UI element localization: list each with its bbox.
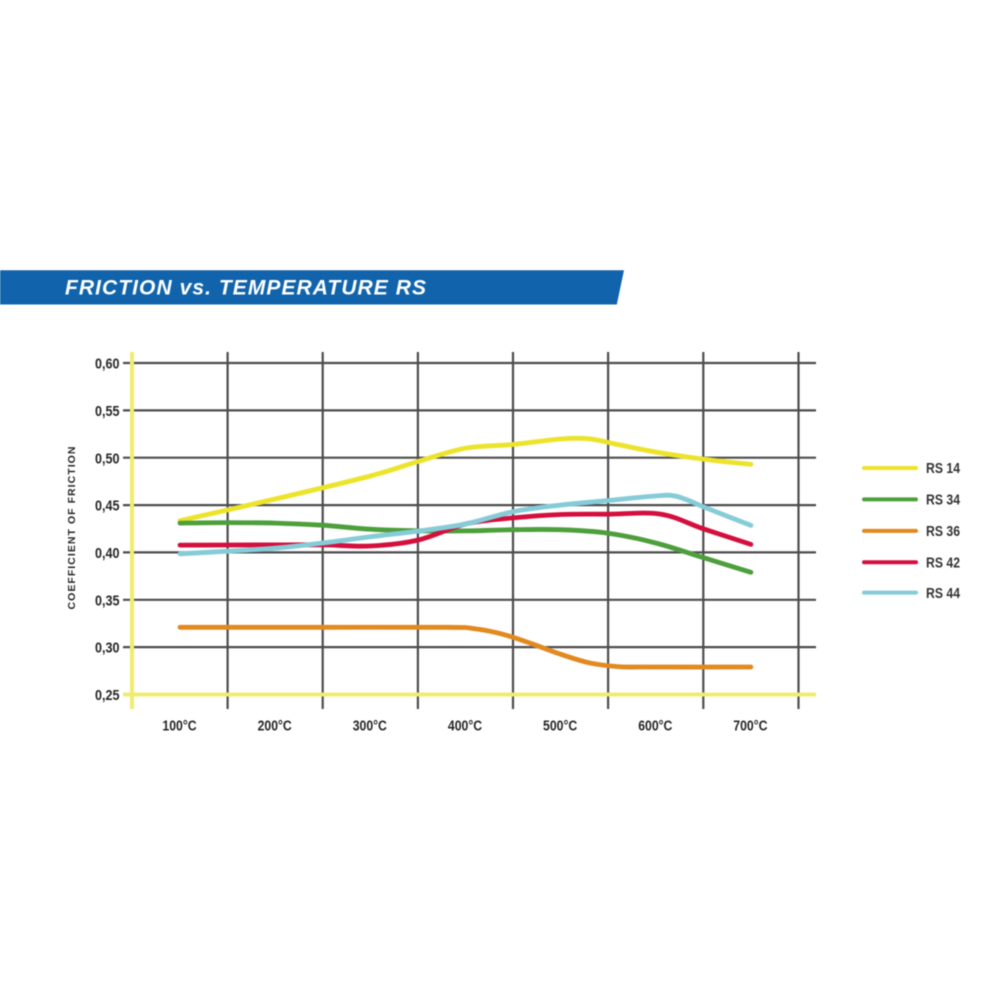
svg-text:600°C: 600°C: [638, 718, 672, 734]
svg-text:200°C: 200°C: [258, 718, 292, 734]
svg-text:100°C: 100°C: [162, 718, 196, 734]
svg-text:RS 42: RS 42: [926, 555, 960, 571]
svg-text:0,45: 0,45: [95, 499, 120, 515]
svg-text:RS 14: RS 14: [926, 461, 960, 477]
svg-text:0,40: 0,40: [95, 546, 120, 562]
svg-text:0,55: 0,55: [95, 404, 120, 420]
svg-text:RS 36: RS 36: [926, 524, 960, 540]
svg-text:0,50: 0,50: [95, 451, 120, 467]
svg-text:0,60: 0,60: [95, 357, 120, 373]
svg-text:0,30: 0,30: [95, 641, 120, 657]
svg-text:FRICTION vs. TEMPERATURE RS: FRICTION vs. TEMPERATURE RS: [65, 277, 426, 300]
svg-text:300°C: 300°C: [353, 718, 387, 734]
svg-text:400°C: 400°C: [448, 718, 482, 734]
svg-text:0,35: 0,35: [95, 593, 120, 609]
svg-text:500°C: 500°C: [543, 718, 577, 734]
svg-text:COEFFICIENT OF FRICTION: COEFFICIENT OF FRICTION: [66, 447, 78, 610]
svg-text:0,25: 0,25: [95, 688, 120, 704]
svg-text:RS 44: RS 44: [926, 586, 960, 602]
svg-text:700°C: 700°C: [733, 718, 767, 734]
svg-text:RS 34: RS 34: [926, 493, 960, 509]
